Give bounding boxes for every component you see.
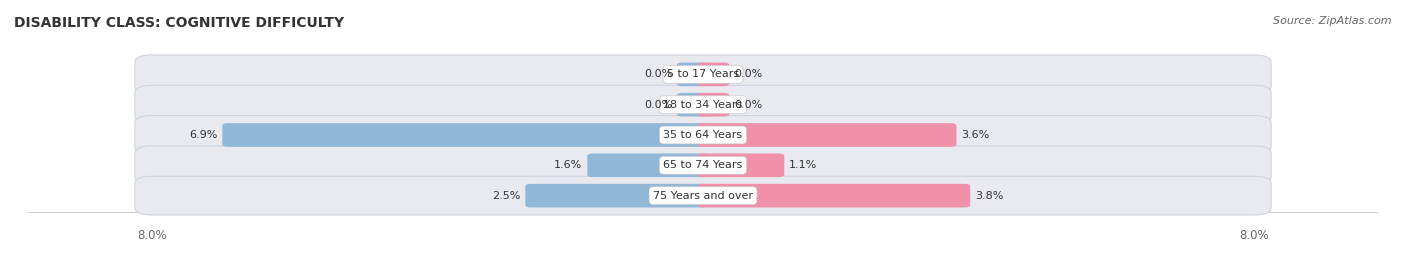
Text: Source: ZipAtlas.com: Source: ZipAtlas.com bbox=[1274, 16, 1392, 26]
Text: 18 to 34 Years: 18 to 34 Years bbox=[664, 100, 742, 110]
Text: 2.5%: 2.5% bbox=[492, 191, 520, 201]
FancyBboxPatch shape bbox=[697, 184, 970, 207]
Text: 35 to 64 Years: 35 to 64 Years bbox=[664, 130, 742, 140]
FancyBboxPatch shape bbox=[135, 85, 1271, 124]
Text: 65 to 74 Years: 65 to 74 Years bbox=[664, 160, 742, 170]
FancyBboxPatch shape bbox=[588, 153, 709, 177]
Text: 3.8%: 3.8% bbox=[974, 191, 1004, 201]
Text: 0.0%: 0.0% bbox=[734, 100, 762, 110]
FancyBboxPatch shape bbox=[135, 116, 1271, 154]
Text: 1.1%: 1.1% bbox=[789, 160, 817, 170]
FancyBboxPatch shape bbox=[697, 93, 730, 117]
Text: 3.6%: 3.6% bbox=[962, 130, 990, 140]
Text: 6.9%: 6.9% bbox=[190, 130, 218, 140]
Text: 0.0%: 0.0% bbox=[734, 69, 762, 79]
FancyBboxPatch shape bbox=[135, 176, 1271, 215]
Text: 75 Years and over: 75 Years and over bbox=[652, 191, 754, 201]
FancyBboxPatch shape bbox=[135, 55, 1271, 94]
FancyBboxPatch shape bbox=[697, 153, 785, 177]
Text: 1.6%: 1.6% bbox=[554, 160, 582, 170]
Text: 0.0%: 0.0% bbox=[644, 69, 672, 79]
FancyBboxPatch shape bbox=[222, 123, 709, 147]
Text: 5 to 17 Years: 5 to 17 Years bbox=[666, 69, 740, 79]
FancyBboxPatch shape bbox=[135, 146, 1271, 185]
FancyBboxPatch shape bbox=[697, 123, 956, 147]
FancyBboxPatch shape bbox=[526, 184, 709, 207]
FancyBboxPatch shape bbox=[676, 93, 709, 117]
Text: 0.0%: 0.0% bbox=[644, 100, 672, 110]
FancyBboxPatch shape bbox=[697, 63, 730, 86]
FancyBboxPatch shape bbox=[676, 63, 709, 86]
Text: DISABILITY CLASS: COGNITIVE DIFFICULTY: DISABILITY CLASS: COGNITIVE DIFFICULTY bbox=[14, 16, 344, 30]
